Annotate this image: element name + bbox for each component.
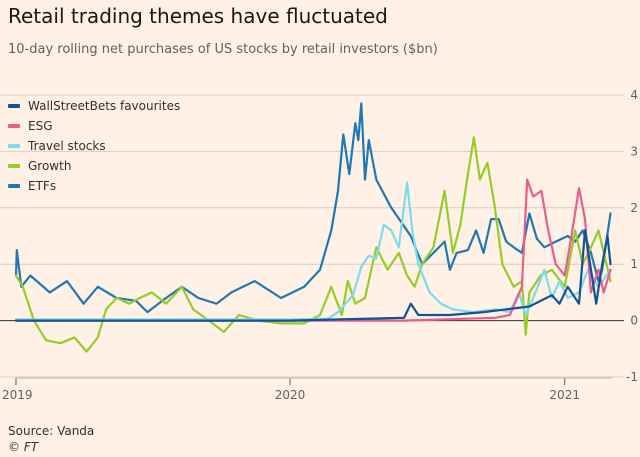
series-line-travel-stocks [14, 181, 612, 321]
legend-item: ETFs [8, 176, 180, 196]
series-line-wallstreetbets-favourites [14, 229, 612, 322]
legend-swatch [8, 104, 20, 108]
x-tick-label: 2021 [549, 388, 580, 402]
x-tick-label: 2020 [275, 388, 306, 402]
chart-subtitle: 10-day rolling net purchases of US stock… [8, 42, 438, 57]
legend-swatch [8, 144, 20, 148]
x-tick-label: 2019 [2, 388, 33, 402]
series-line-esg [14, 178, 612, 322]
ft-credit: © FT [8, 440, 39, 454]
y-tick-label: 1 [630, 257, 638, 271]
legend-swatch [8, 164, 20, 168]
series-lines [14, 102, 612, 353]
legend-item: Growth [8, 156, 180, 176]
legend-item: Travel stocks [8, 136, 180, 156]
y-tick-label: 4 [630, 88, 638, 102]
legend-item: ESG [8, 116, 180, 136]
series-line-etfs [14, 102, 612, 314]
y-tick-label: 0 [630, 314, 638, 328]
y-tick-label: 2 [630, 201, 638, 215]
legend-label: Growth [28, 159, 72, 173]
legend-label: ETFs [28, 179, 57, 193]
y-tick-label: 3 [630, 144, 638, 158]
legend-label: Travel stocks [28, 139, 106, 153]
series-line-growth [14, 136, 612, 353]
source-note: Source: Vanda [8, 424, 95, 438]
legend-swatch [8, 124, 20, 128]
y-tick-label: -1 [626, 370, 638, 384]
legend-label: ESG [28, 119, 53, 133]
legend-item: WallStreetBets favourites [8, 96, 180, 116]
chart-title: Retail trading themes have fluctuated [8, 4, 388, 28]
chart-legend: WallStreetBets favourites ESG Travel stock… [8, 96, 180, 196]
legend-label: WallStreetBets favourites [28, 99, 181, 113]
axis-labels: -1 0 1 2 3 4 2019 2020 2021 [2, 88, 638, 402]
legend-swatch [8, 184, 20, 188]
